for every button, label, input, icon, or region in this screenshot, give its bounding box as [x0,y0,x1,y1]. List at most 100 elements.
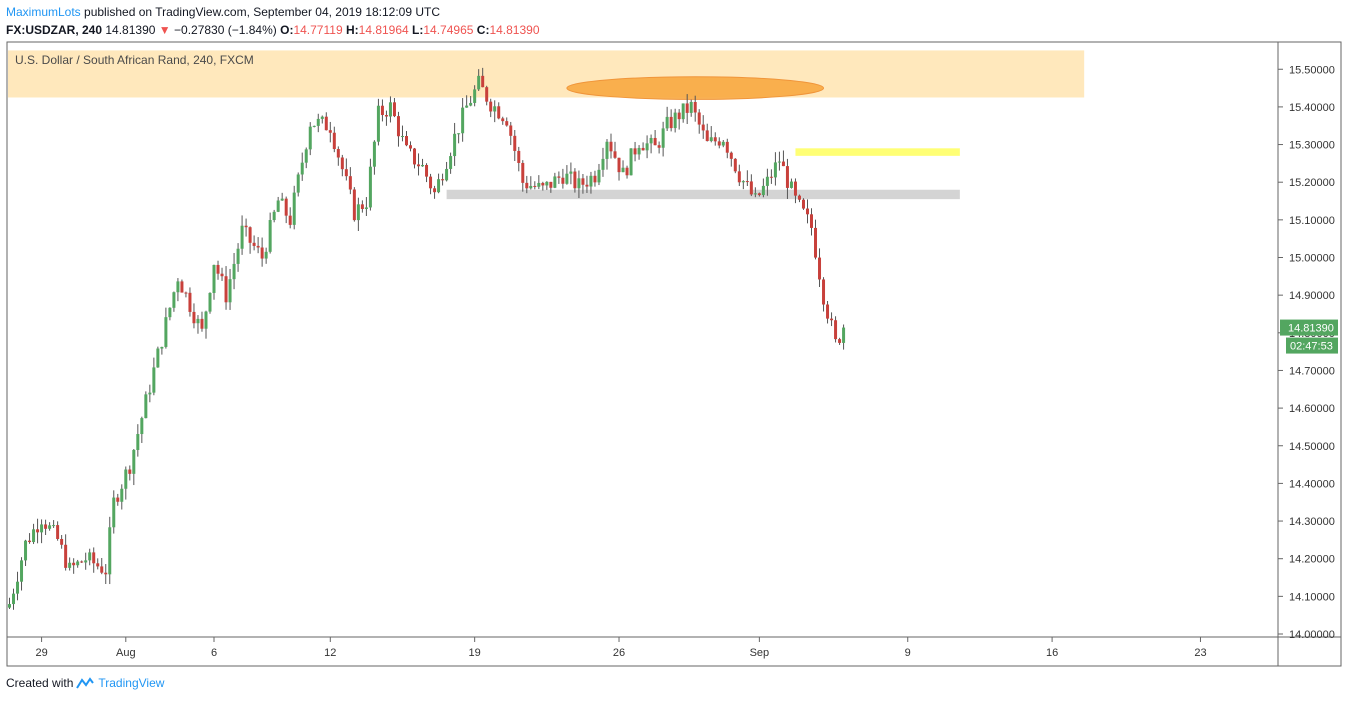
candle-body [272,211,276,221]
candle-body [517,150,521,163]
candle-body [340,157,344,170]
close-label: C: [476,23,490,37]
candle-body [388,102,392,117]
candle-body [164,317,168,347]
candle-body [292,192,296,225]
candle-body [32,529,36,543]
candle-body [348,176,352,190]
candle-body [533,185,537,187]
candle-body [200,318,204,329]
candle-body [501,118,505,122]
candle-body [280,198,284,201]
candle-body [822,279,826,305]
candle-body [725,141,729,153]
low-label: L: [412,23,424,37]
candle-body [216,264,220,274]
candle-body [713,137,717,142]
candle-body [717,141,721,146]
x-tick-label: 23 [1194,647,1206,659]
x-tick-label: Aug [116,647,136,659]
candle-body [400,136,404,138]
candle-body [733,158,737,172]
candle-body [830,318,834,321]
candle-body [184,292,188,294]
candle-body [741,181,745,183]
candle-body [661,128,665,148]
candle-body [300,162,304,175]
candle-body [485,87,489,102]
candle-body [589,175,593,187]
last-price-tag-text: 14.81390 [1288,323,1334,335]
y-tick-label: 14.70000 [1289,365,1335,377]
candle-body [677,112,681,120]
candle-body [697,112,701,125]
candle-body [513,135,517,151]
candle-body [745,181,749,183]
candle-body [493,106,497,112]
candle-body [8,604,11,608]
candle-body [461,107,465,134]
candle-body [637,147,641,155]
candle-body [749,181,753,195]
candle-body [810,214,813,228]
y-tick-label: 14.40000 [1289,478,1335,490]
candle-body [52,525,56,527]
candle-body [653,137,657,146]
candle-body [489,101,493,112]
candle-body [100,566,104,573]
candle-body [597,169,601,183]
candle-body [40,524,44,533]
symbol-label: FX:USDZAR, 240 [6,23,103,37]
candle-body [264,251,268,259]
candle-body [196,318,200,324]
candle-body [593,175,597,183]
candle-body [838,339,842,343]
author-link[interactable]: MaximumLots [6,5,81,19]
candle-body [308,126,312,150]
open-value: 14.77119 [293,23,343,37]
candle-body [529,185,533,189]
candle-body [392,102,396,117]
candle-body [693,101,697,113]
candle-body [753,193,757,195]
candle-body [629,148,633,176]
x-tick-label: 26 [613,647,625,659]
candle-body [417,164,421,167]
candle-body [609,141,613,152]
x-tick-label: 6 [211,647,217,659]
candle-body [769,176,773,178]
candle-body [260,247,264,259]
x-tick-label: 29 [35,647,47,659]
x-tick-label: Sep [750,647,770,659]
candle-body [96,563,100,567]
footer: Created with TradingView [6,676,164,690]
candles-layer [8,67,846,610]
chart-title: U.S. Dollar / South African Rand, 240, F… [15,53,254,67]
candle-body [124,469,128,489]
candle-body [497,106,501,119]
high-label: H: [345,23,359,37]
candle-body [537,182,541,187]
candle-body [789,181,793,188]
candle-body [781,161,785,167]
candle-body [204,311,208,329]
candle-body [288,215,292,225]
candle-body [44,524,48,529]
y-tick-label: 15.10000 [1289,215,1335,227]
candle-body [433,188,437,193]
candle-body [477,75,481,90]
candle-body [64,544,68,568]
candle-body [581,178,585,185]
candle-body [228,279,232,303]
candle-body [320,116,324,119]
candle-body [352,189,356,221]
candle-body [276,200,280,212]
candle-body [449,156,453,169]
tradingview-link[interactable]: TradingView [98,676,165,690]
candle-body [208,292,212,312]
candle-body [441,179,445,181]
candle-body [120,488,124,502]
x-tick-label: 12 [324,647,336,659]
candle-body [88,552,92,561]
